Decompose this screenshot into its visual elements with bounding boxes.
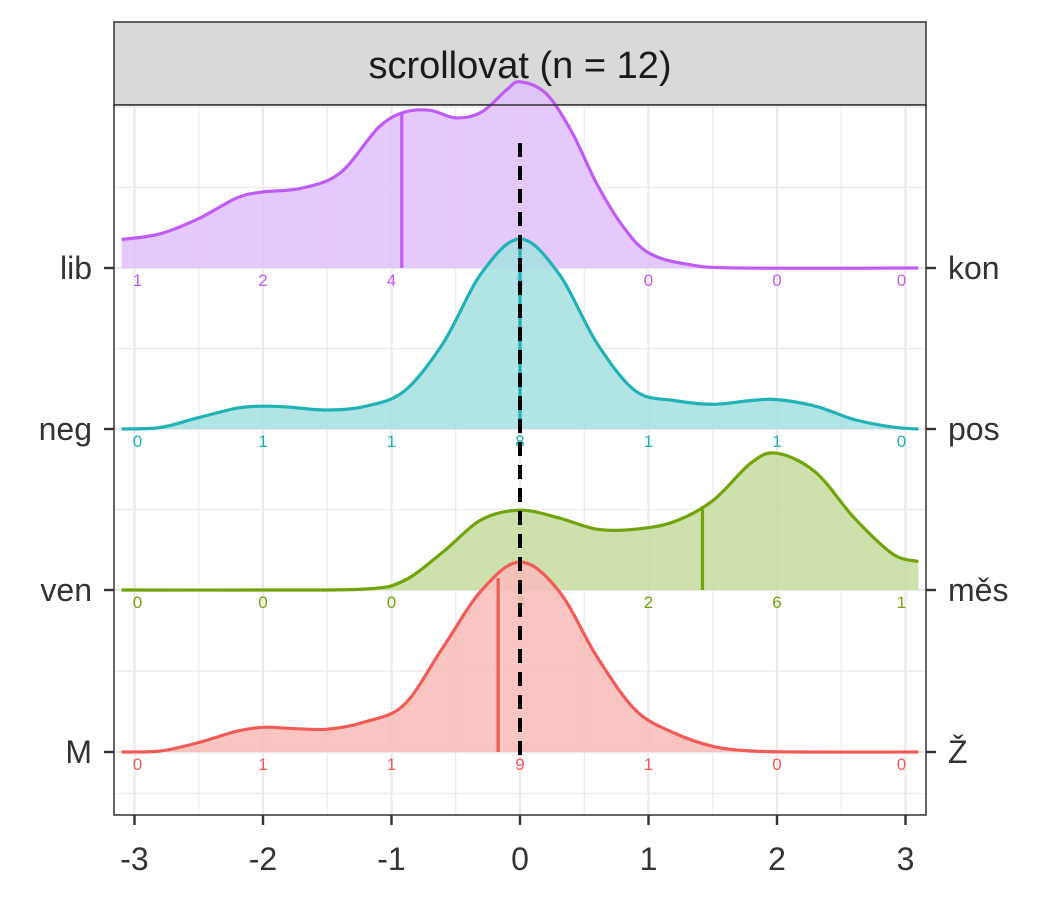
count-label: 0 (133, 593, 142, 612)
count-label: 0 (772, 755, 781, 774)
count-label: 1 (133, 271, 142, 290)
right-label-Ž: Ž (948, 734, 968, 770)
count-label: 6 (772, 593, 781, 612)
count-label: 4 (387, 271, 396, 290)
x-tick-label: -1 (377, 841, 405, 877)
ridge-outline (121, 80, 919, 270)
count-label: 1 (897, 593, 906, 612)
right-label-pos: pos (948, 411, 1000, 447)
count-label: 9 (515, 755, 524, 774)
count-label: 0 (897, 271, 906, 290)
x-tick-label: -2 (249, 841, 277, 877)
count-label: 0 (897, 755, 906, 774)
ridge-outline (121, 451, 919, 592)
count-label: 1 (387, 432, 396, 451)
right-label-kon: kon (948, 250, 1000, 286)
count-label: 0 (387, 593, 396, 612)
count-label: 1 (258, 755, 267, 774)
count-label: 2 (258, 271, 267, 290)
count-label: 1 (772, 432, 781, 451)
ridge-outline (121, 560, 919, 754)
count-label: 1 (644, 432, 653, 451)
left-label-M: M (65, 734, 92, 770)
count-label: 0 (133, 755, 142, 774)
count-label: 1 (644, 755, 653, 774)
count-label: 8 (515, 432, 524, 451)
left-label-lib: lib (60, 250, 92, 286)
count-label: 1 (387, 755, 396, 774)
x-tick-label: 0 (511, 841, 529, 877)
count-label: 0 (258, 593, 267, 612)
x-tick-label: 1 (640, 841, 658, 877)
facet-title: scrollovat (n = 12) (368, 45, 671, 87)
count-label: 0 (133, 432, 142, 451)
x-axis: -3 -2 -1 0 1 2 3 (120, 815, 914, 877)
x-tick-label: 3 (897, 841, 915, 877)
left-label-ven: ven (40, 572, 92, 608)
count-label: 0 (644, 271, 653, 290)
right-label-měs: měs (948, 572, 1008, 608)
x-tick-label: 2 (768, 841, 786, 877)
left-label-neg: neg (39, 411, 92, 447)
count-label: 0 (897, 432, 906, 451)
count-label: 0 (772, 271, 781, 290)
count-label: 1 (258, 432, 267, 451)
count-label: 2 (644, 593, 653, 612)
x-tick-label: -3 (120, 841, 148, 877)
